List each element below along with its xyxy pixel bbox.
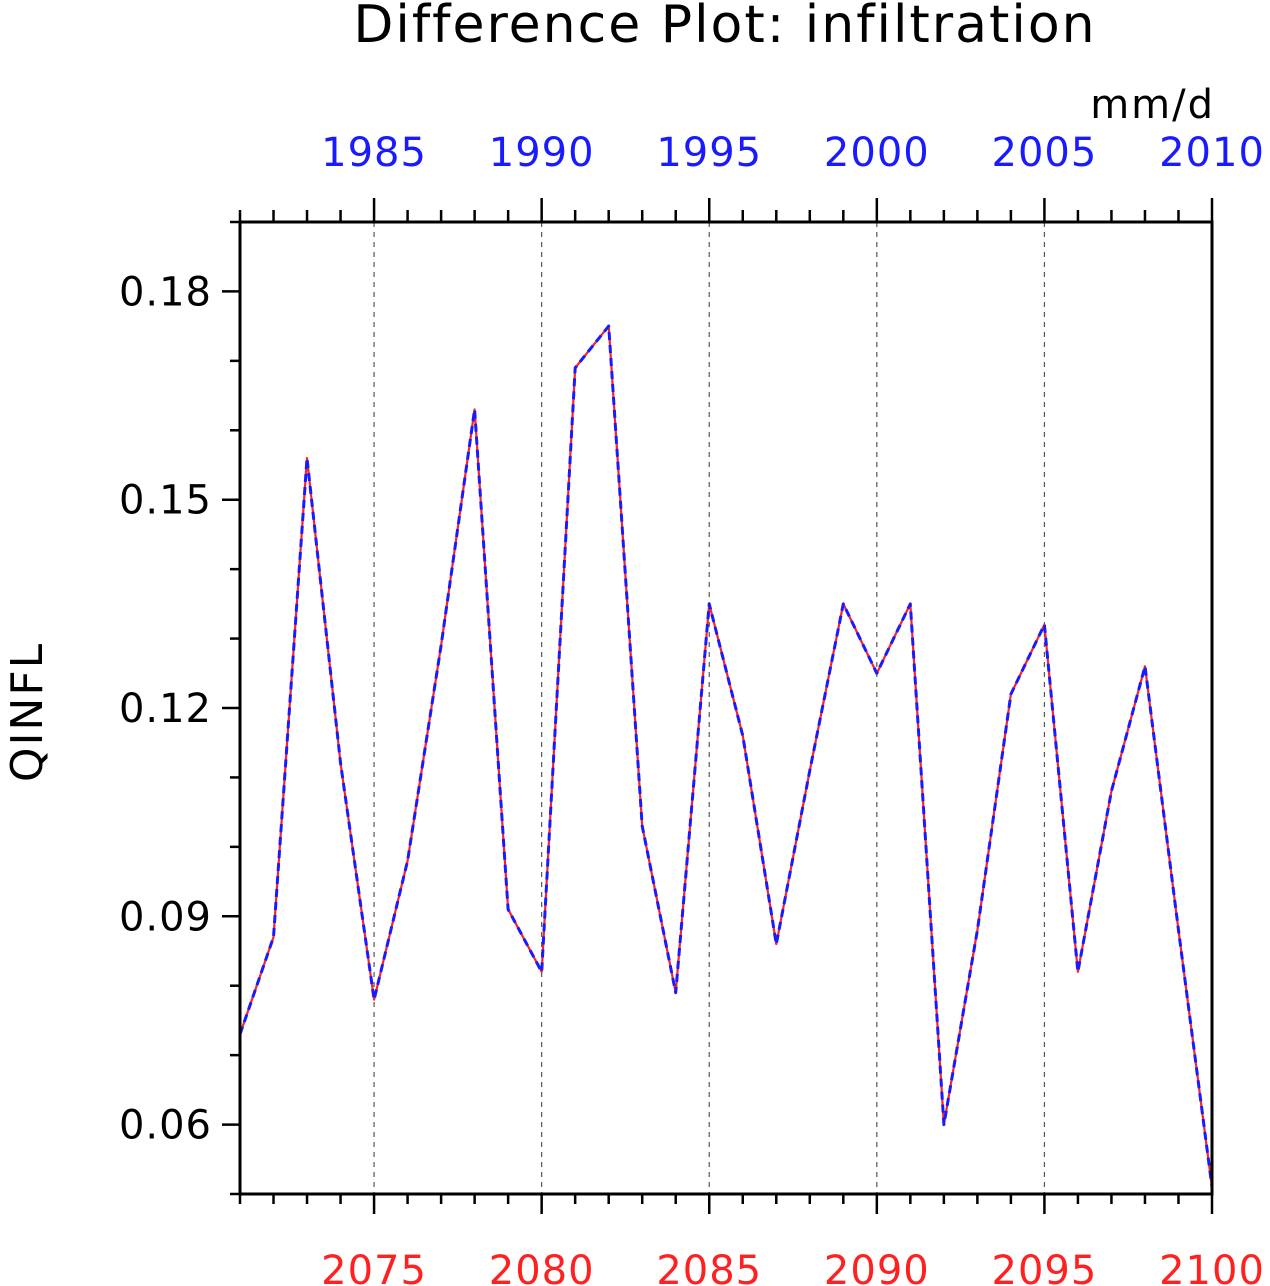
x-bottom-tick-label: 2080: [489, 1248, 595, 1286]
units-label: mm/d: [1090, 82, 1215, 128]
plot-frame: [238, 220, 1214, 1196]
grid-lines: [373, 222, 1046, 1194]
x-top-tick-label: 2010: [1159, 130, 1265, 176]
x-bottom-tick-label: 2075: [321, 1248, 427, 1286]
x-top-tick-label: 1985: [321, 130, 427, 176]
y-tick-label: 0.12: [119, 686, 212, 732]
x-bottom-tick-label: 2085: [656, 1248, 762, 1286]
x-top-tick-label: 1990: [489, 130, 595, 176]
tick-labels: 0.06 0.09 0.12 0.15 0.18 2075 2080 2085 2090 2095…: [119, 130, 1265, 1286]
y-tick-label: 0.18: [119, 269, 212, 315]
y-tick-label: 0.09: [119, 894, 212, 940]
y-tick-label: 0.06: [119, 1103, 212, 1149]
x-bottom-tick-label: 2095: [992, 1248, 1098, 1286]
y-axis-label: QINFL: [2, 642, 53, 782]
series-line-2: [238, 324, 1214, 1188]
x-top-tick-label: 2005: [992, 130, 1098, 176]
x-top-tick-label: 1995: [656, 130, 762, 176]
x-bottom-tick-label: 2100: [1159, 1248, 1265, 1286]
y-tick-label: 0.15: [119, 478, 212, 524]
x-top-tick-label: 2000: [824, 130, 930, 176]
axis-ticks: [222, 198, 1214, 1214]
chart-title: Difference Plot: infiltration: [353, 0, 1096, 55]
x-bottom-tick-label: 2090: [824, 1248, 930, 1286]
series-line-1: [238, 325, 1214, 1188]
data-series: [238, 324, 1214, 1188]
